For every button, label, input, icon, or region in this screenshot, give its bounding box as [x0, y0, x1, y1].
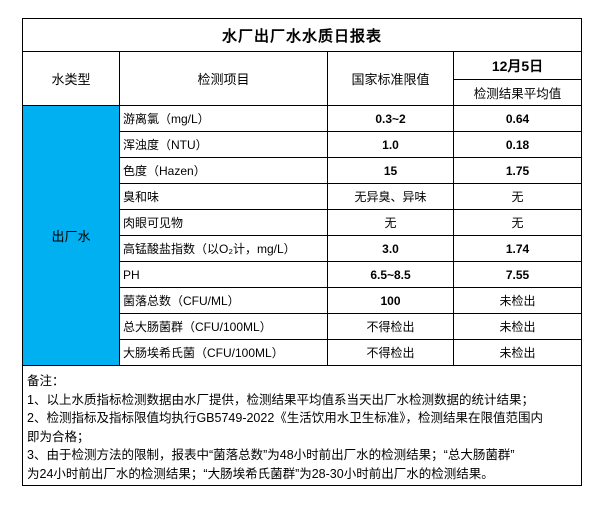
notes-block: 备注： 1、以上水质指标检测数据由水厂提供，检测结果平均值系当天出厂水检测数据的…: [23, 366, 581, 485]
row-item-cell: 菌落总数（CFU/ML）: [120, 288, 327, 313]
row-item-cell: PH: [120, 262, 327, 287]
water-quality-report-table: 水厂出厂水水质日报表 水类型 检测项目 国家标准限值 12月5日 检测结果平均值…: [22, 18, 582, 486]
row-result-cell: 1.75: [454, 158, 581, 183]
header-date: 12月5日: [454, 52, 581, 79]
note-line: 3、由于检测方法的限制，报表中“菌落总数”为48小时前出厂水的检测结果；“总大肠…: [27, 448, 515, 462]
row-result-cell: 未检出: [454, 314, 581, 339]
row-limit-cell: 6.5~8.5: [328, 262, 453, 287]
report-title: 水厂出厂水水质日报表: [23, 19, 581, 51]
row-item-cell: 总大肠菌群（CFU/100ML）: [120, 314, 327, 339]
header-test-item: 检测项目: [120, 52, 327, 105]
row-result-cell: 未检出: [454, 288, 581, 313]
row-limit-cell: 不得检出: [328, 314, 453, 339]
row-limit-cell: 3.0: [328, 236, 453, 261]
row-item-cell: 大肠埃希氏菌（CFU/100ML）: [120, 340, 327, 365]
note-line: 2、检测指标及指标限值均执行GB5749-2022《生活饮用水卫生标准》，检测结…: [27, 411, 544, 425]
row-item-cell: 浑浊度（NTU）: [120, 132, 327, 157]
row-limit-cell: 0.3~2: [328, 106, 453, 131]
row-result-cell: 1.74: [454, 236, 581, 261]
row-result-cell: 未检出: [454, 340, 581, 365]
row-result-cell: 0.64: [454, 106, 581, 131]
row-limit-cell: 100: [328, 288, 453, 313]
note-line: 即为合格；: [27, 429, 90, 444]
header-water-type: 水类型: [23, 52, 119, 105]
note-line: 备注：: [27, 374, 65, 388]
row-limit-cell: 无: [328, 210, 453, 235]
note-line: 1、以上水质指标检测数据由水厂提供，检测结果平均值系当天出厂水检测数据的统计结果…: [27, 392, 534, 407]
header-standard-limit: 国家标准限值: [328, 52, 453, 105]
water-type-cell: 出厂水: [23, 106, 119, 365]
row-result-cell: 无: [454, 210, 581, 235]
note-line: 为24小时前出厂水的检测结果；“大肠埃希氏菌群”为28-30小时前出厂水的检测结…: [27, 466, 494, 481]
row-limit-cell: 1.0: [328, 132, 453, 157]
row-item-cell: 高锰酸盐指数（以O₂计，mg/L）: [120, 236, 327, 261]
row-result-cell: 0.18: [454, 132, 581, 157]
row-limit-cell: 不得检出: [328, 340, 453, 365]
row-limit-cell: 无异臭、异味: [328, 184, 453, 209]
row-item-cell: 肉眼可见物: [120, 210, 327, 235]
header-result-average: 检测结果平均值: [454, 80, 581, 105]
row-result-cell: 无: [454, 184, 581, 209]
row-result-cell: 7.55: [454, 262, 581, 287]
row-item-cell: 游离氯（mg/L）: [120, 106, 327, 131]
row-item-cell: 色度（Hazen）: [120, 158, 327, 183]
row-limit-cell: 15: [328, 158, 453, 183]
row-item-cell: 臭和味: [120, 184, 327, 209]
